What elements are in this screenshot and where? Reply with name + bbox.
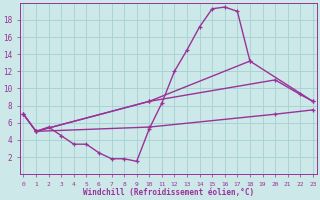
X-axis label: Windchill (Refroidissement éolien,°C): Windchill (Refroidissement éolien,°C) [83, 188, 254, 197]
